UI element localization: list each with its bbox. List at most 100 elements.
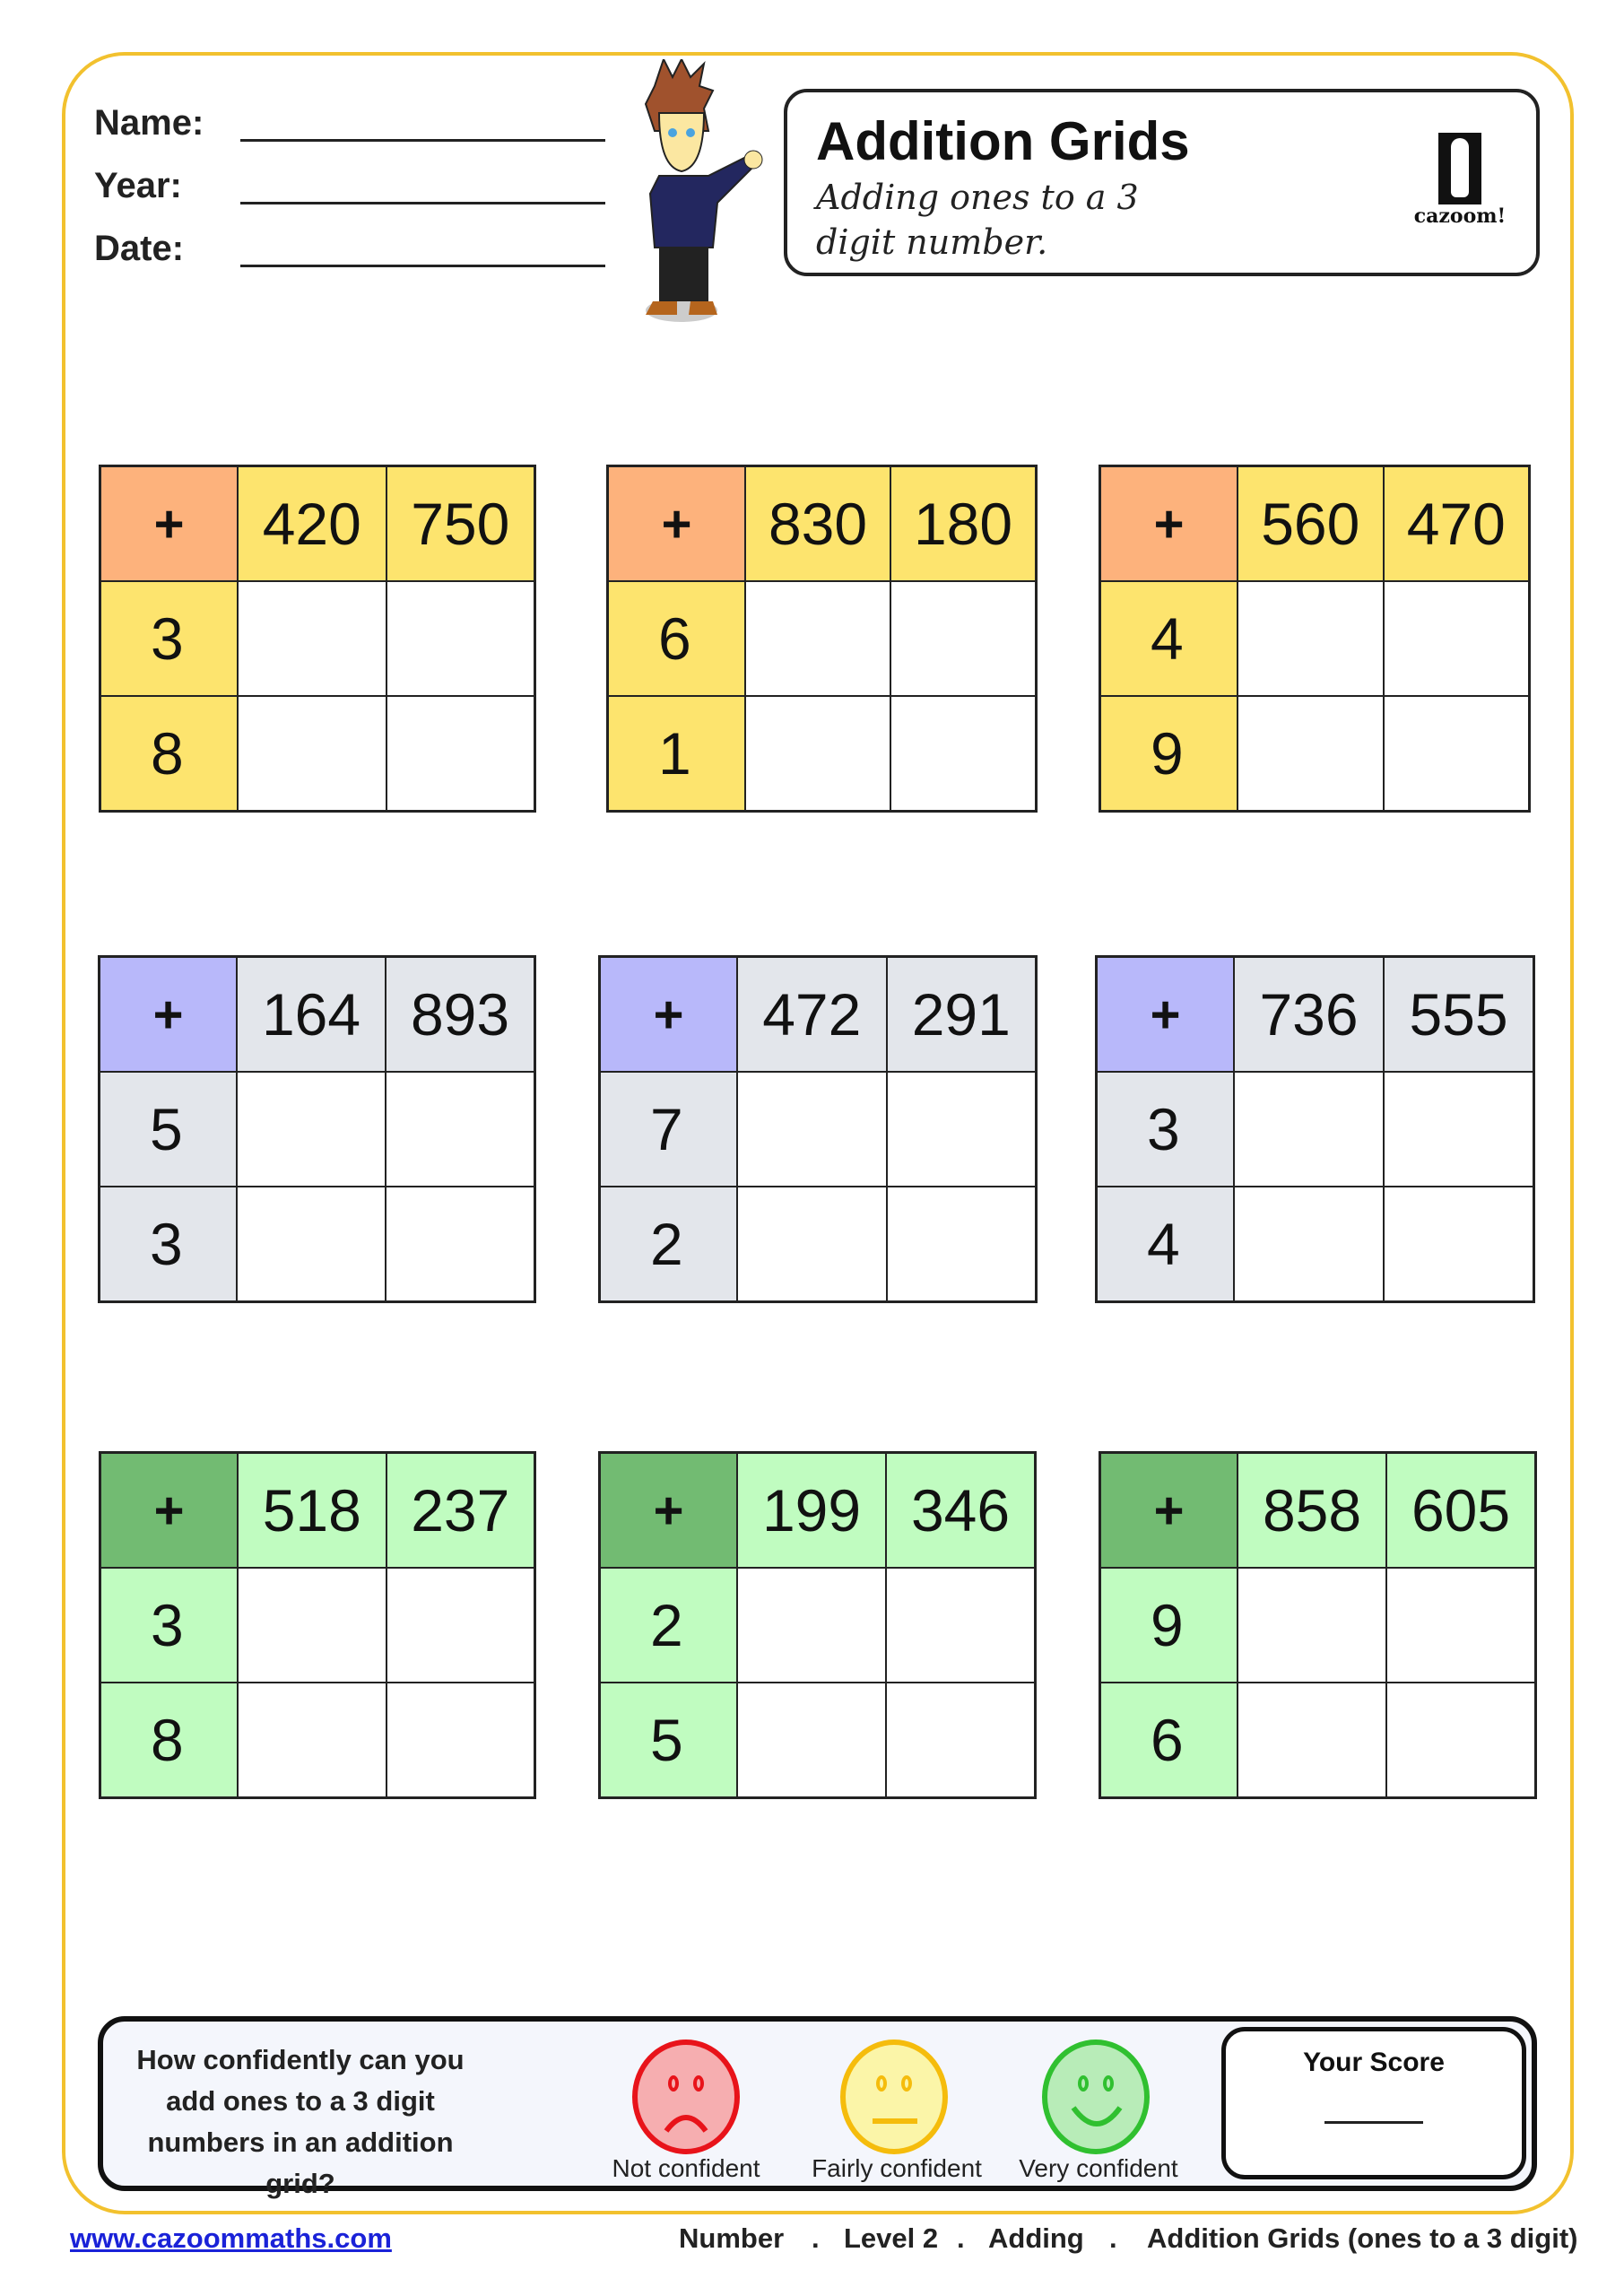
answer-cell[interactable] <box>1386 1568 1535 1683</box>
plus-sign: + <box>1097 957 1234 1072</box>
answer-cell[interactable] <box>1384 1072 1533 1187</box>
plus-sign: + <box>1100 1453 1238 1568</box>
column-header: 893 <box>386 957 534 1072</box>
column-header: 164 <box>237 957 386 1072</box>
column-header: 736 <box>1234 957 1384 1072</box>
answer-cell[interactable] <box>386 1683 534 1797</box>
row-header: 4 <box>1100 581 1238 696</box>
row-header: 8 <box>100 696 238 811</box>
addition-grid: +830 180 6 1 <box>606 465 1038 813</box>
sad-face-icon[interactable] <box>632 2039 740 2154</box>
breadcrumb-topic: Adding <box>988 2222 1084 2254</box>
answer-cell[interactable] <box>238 581 386 696</box>
cazoom-logo: cazoom! <box>1402 133 1518 228</box>
year-field[interactable] <box>240 202 605 204</box>
answer-cell[interactable] <box>1238 696 1384 811</box>
column-header: 291 <box>886 957 1036 1072</box>
neutral-face-icon[interactable] <box>840 2039 948 2154</box>
addition-grid: +199 346 2 5 <box>598 1451 1037 1799</box>
breadcrumb-number: Number <box>679 2222 785 2254</box>
column-header: 858 <box>1238 1453 1386 1568</box>
column-header: 472 <box>737 957 887 1072</box>
addition-grid: +858 605 9 6 <box>1099 1451 1537 1799</box>
answer-cell[interactable] <box>1238 581 1384 696</box>
answer-cell[interactable] <box>886 1187 1036 1301</box>
answer-cell[interactable] <box>745 581 890 696</box>
column-header: 830 <box>745 466 890 581</box>
date-label: Date: <box>94 229 185 268</box>
column-header: 346 <box>886 1453 1035 1568</box>
column-header: 420 <box>238 466 386 581</box>
row-header: 9 <box>1100 696 1238 811</box>
logo-text: cazoom! <box>1413 204 1507 228</box>
answer-cell[interactable] <box>886 1568 1035 1683</box>
answer-cell[interactable] <box>890 581 1036 696</box>
column-header: 470 <box>1383 466 1529 581</box>
answer-cell[interactable] <box>1238 1683 1386 1797</box>
confidence-panel: How confidently can you add ones to a 3 … <box>98 2016 1537 2199</box>
answer-cell[interactable] <box>386 581 534 696</box>
answer-cell[interactable] <box>238 696 386 811</box>
happy-face-icon[interactable] <box>1042 2039 1150 2154</box>
score-label: Your Score <box>1303 2048 1445 2077</box>
answer-cell[interactable] <box>1234 1072 1384 1187</box>
answer-cell[interactable] <box>386 1187 534 1301</box>
answer-cell[interactable] <box>737 1072 887 1187</box>
breadcrumb-sep: . <box>1109 2222 1117 2254</box>
row-header: 4 <box>1097 1187 1234 1301</box>
answer-cell[interactable] <box>890 696 1036 811</box>
answer-cell[interactable] <box>386 1072 534 1187</box>
breadcrumb-title: Addition Grids (ones to a 3 digit) <box>1147 2222 1578 2254</box>
addition-grid: +472 291 7 2 <box>598 955 1038 1303</box>
answer-cell[interactable] <box>737 1187 887 1301</box>
answer-cell[interactable] <box>386 696 534 811</box>
answer-cell[interactable] <box>886 1072 1036 1187</box>
plus-sign: + <box>100 1453 238 1568</box>
answer-cell[interactable] <box>238 1568 386 1683</box>
name-field[interactable] <box>240 139 605 142</box>
cartoon-boy-illustration <box>644 59 763 322</box>
row-header: 7 <box>600 1072 737 1187</box>
column-header: 605 <box>1386 1453 1535 1568</box>
plus-sign: + <box>100 466 238 581</box>
row-header: 1 <box>608 696 745 811</box>
answer-cell[interactable] <box>1238 1568 1386 1683</box>
answer-cell[interactable] <box>1383 581 1529 696</box>
title-box: Addition Grids Adding ones to a 3 digit … <box>784 89 1540 276</box>
plus-sign: + <box>600 1453 737 1568</box>
answer-cell[interactable] <box>1386 1683 1535 1797</box>
answer-cell[interactable] <box>237 1072 386 1187</box>
row-header: 8 <box>100 1683 238 1797</box>
row-header: 3 <box>100 1568 238 1683</box>
page-subtitle: Adding ones to a 3 digit number. <box>816 178 1139 262</box>
row-header: 3 <box>100 581 238 696</box>
not-confident-label: Not confident <box>612 2154 760 2182</box>
addition-grid: +164 893 5 3 <box>98 955 536 1303</box>
row-header: 3 <box>1097 1072 1234 1187</box>
answer-cell[interactable] <box>737 1683 886 1797</box>
breadcrumb-level: Level 2 <box>844 2222 939 2254</box>
date-field[interactable] <box>240 265 605 267</box>
very-confident-label: Very confident <box>1019 2154 1178 2182</box>
row-header: 6 <box>608 581 745 696</box>
column-header: 518 <box>238 1453 386 1568</box>
answer-cell[interactable] <box>745 696 890 811</box>
plus-sign: + <box>608 466 745 581</box>
website-link[interactable]: www.cazoommaths.com <box>70 2222 392 2254</box>
row-header: 5 <box>600 1683 737 1797</box>
answer-cell[interactable] <box>237 1187 386 1301</box>
plus-sign: + <box>100 957 237 1072</box>
answer-cell[interactable] <box>1384 1187 1533 1301</box>
column-header: 560 <box>1238 466 1384 581</box>
row-header: 6 <box>1100 1683 1238 1797</box>
plus-sign: + <box>600 957 737 1072</box>
answer-cell[interactable] <box>1234 1187 1384 1301</box>
answer-cell[interactable] <box>1383 696 1529 811</box>
score-box[interactable]: Your Score <box>1221 2027 1526 2179</box>
row-header: 5 <box>100 1072 237 1187</box>
answer-cell[interactable] <box>737 1568 886 1683</box>
fairly-confident-label: Fairly confident <box>812 2154 982 2182</box>
answer-cell[interactable] <box>238 1683 386 1797</box>
answer-cell[interactable] <box>386 1568 534 1683</box>
answer-cell[interactable] <box>886 1683 1035 1797</box>
